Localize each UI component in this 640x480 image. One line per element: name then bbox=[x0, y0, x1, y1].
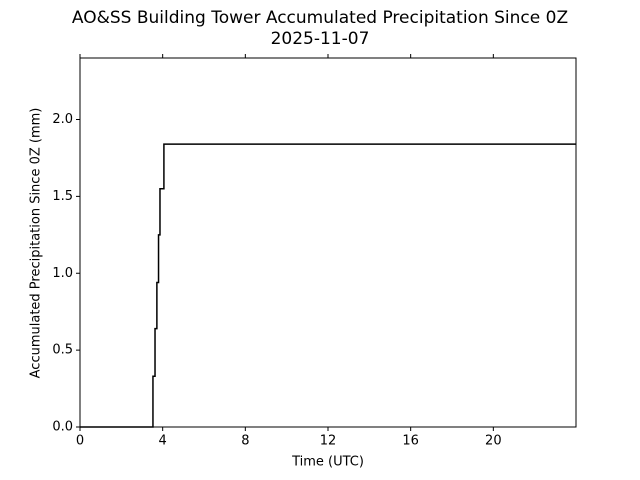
y-tick-label: 1.5 bbox=[52, 189, 73, 204]
y-axis-label: Accumulated Precipitation Since 0Z (mm) bbox=[29, 108, 44, 379]
y-tick-label: 0.5 bbox=[52, 343, 73, 358]
x-tick-label: 20 bbox=[485, 434, 502, 449]
x-tick-label: 8 bbox=[241, 434, 249, 449]
x-tick-label: 4 bbox=[159, 434, 167, 449]
y-tick-label: 2.0 bbox=[52, 112, 73, 127]
x-tick-label: 16 bbox=[402, 434, 419, 449]
x-tick-label: 12 bbox=[320, 434, 337, 449]
plot-frame bbox=[79, 57, 577, 428]
y-tick-label: 1.0 bbox=[52, 266, 73, 281]
chart-title: AO&SS Building Tower Accumulated Precipi… bbox=[72, 8, 568, 28]
data-line bbox=[80, 143, 576, 428]
x-tick-label: 0 bbox=[76, 434, 84, 449]
y-tick-label: 0.0 bbox=[52, 420, 73, 435]
x-axis-label: Time (UTC) bbox=[291, 455, 364, 470]
chart-subtitle: 2025-11-07 bbox=[271, 29, 370, 49]
